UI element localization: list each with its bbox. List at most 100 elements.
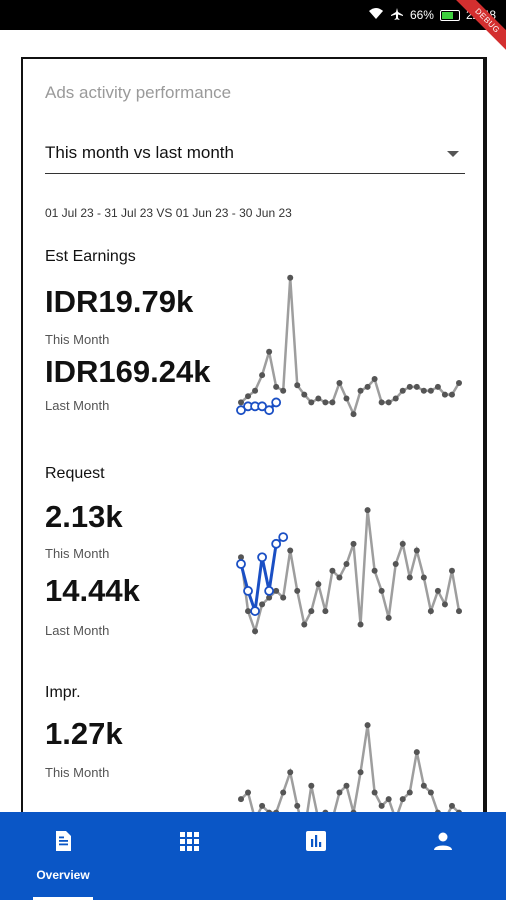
data-point [371,376,378,383]
data-point [280,789,287,796]
data-point [456,379,462,386]
data-point [385,614,392,621]
data-point [357,769,364,776]
last-month-line [240,277,461,418]
data-point [287,274,294,281]
data-point [280,594,287,601]
data-point [308,399,315,406]
data-point [357,621,364,628]
data-point [266,594,273,601]
chevron-down-icon [447,151,459,157]
data-point [252,628,259,635]
data-point [280,387,287,394]
period-select-value: This month vs last month [45,143,234,162]
wifi-icon [368,7,384,24]
data-point [271,397,282,408]
data-point [357,387,364,394]
nav-reports[interactable] [253,812,379,900]
data-point [278,532,289,542]
request-last-month-label: Last Month [45,623,110,638]
data-point [364,722,371,729]
data-point [245,608,252,615]
metric-label-earnings: Est Earnings [45,248,136,265]
data-point [378,399,385,406]
impressions-this-month-label: This Month [45,765,110,780]
data-point [259,802,266,809]
nav-overview[interactable]: Overview [0,812,126,900]
data-point [343,395,350,402]
data-point [294,382,301,389]
data-point [441,601,448,608]
nav-overview-label: Overview [36,868,90,882]
data-point [322,608,329,615]
data-point [371,789,378,796]
active-indicator [33,897,93,900]
data-point [420,574,427,581]
data-point [301,621,308,628]
data-point [322,399,329,406]
data-point [243,586,253,596]
impressions-this-month-value: 1.27k [45,716,123,751]
data-point [236,405,246,416]
battery-percent: 66% [409,8,434,22]
data-point [287,769,294,776]
earnings-this-month-label: This Month [45,332,110,347]
earnings-sparkline [236,274,462,418]
data-point [336,574,343,581]
data-point [336,379,343,386]
battery-icon [439,9,460,21]
data-point [378,587,385,594]
request-this-month-value: 2.13k [45,499,123,534]
data-point [301,391,308,398]
data-point [420,387,427,394]
data-point [287,547,294,554]
data-point [273,383,280,390]
data-point [399,540,406,547]
data-point [441,391,448,398]
data-point [273,587,280,594]
data-point [392,561,399,567]
data-point [399,387,406,394]
data-point [456,608,462,615]
data-point [250,606,260,616]
data-point [343,782,350,789]
bottom-navigation: Overview [0,812,506,900]
data-point [413,383,420,390]
bar-chart-icon [304,829,328,853]
data-point [350,411,357,418]
data-point [448,802,455,809]
nav-profile[interactable] [380,812,506,900]
metric-label-request: Request [45,465,105,482]
period-select[interactable]: This month vs last month [45,143,465,174]
data-point [399,796,406,803]
data-point [238,554,244,561]
data-point [245,393,252,400]
data-point [392,395,399,402]
data-point [378,802,385,809]
nav-apps[interactable] [126,812,252,900]
data-point [257,401,267,412]
data-point [448,391,455,398]
data-point [308,608,315,615]
data-point [413,547,420,554]
data-point [257,552,267,563]
impressions-sparkline [238,722,462,817]
last-month-line [239,510,461,636]
data-point [406,383,413,390]
data-point [294,587,301,594]
data-point [329,399,336,406]
data-point [427,789,434,796]
earnings-last-month-label: Last Month [45,398,110,413]
last-month-line [240,724,460,817]
data-point [329,567,336,574]
earnings-this-month-value: IDR19.79k [45,284,194,319]
data-point [371,567,378,574]
earnings-last-month-value: IDR169.24k [45,354,211,389]
data-point [343,561,350,567]
airplane-icon [390,7,404,24]
data-point [385,796,392,803]
data-point [252,387,259,394]
data-point [266,348,273,355]
card-title: Ads activity performance [45,83,232,102]
data-point [427,608,434,615]
